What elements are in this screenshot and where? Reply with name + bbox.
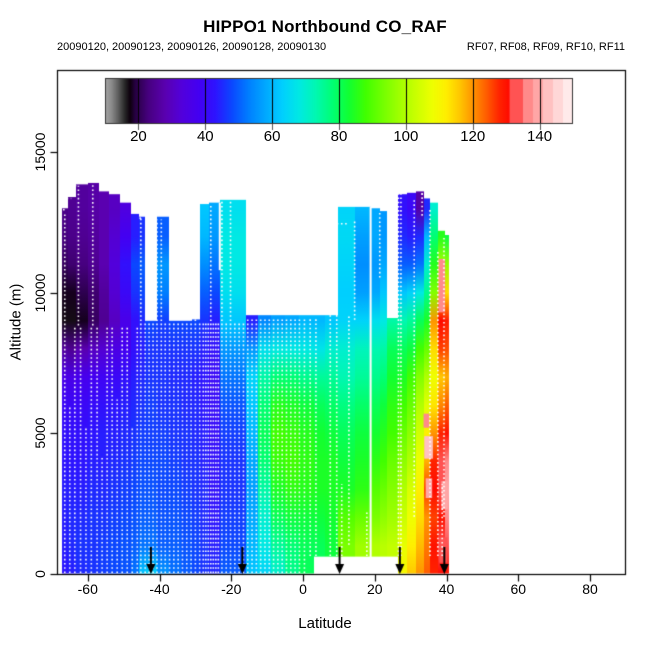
y-tick-label: 10000: [32, 273, 48, 313]
y-tick-label: 15000: [32, 132, 48, 172]
y-axis-label: Altitude (m): [7, 283, 25, 361]
x-tick-label: 20: [366, 581, 383, 597]
x-tick-label: -20: [221, 581, 242, 597]
x-tick-label: 60: [510, 581, 527, 597]
colorbar-tick-label: 40: [196, 128, 214, 145]
y-tick-label: 0: [32, 570, 48, 578]
x-tick-label: 80: [582, 581, 598, 597]
flights-subtitle: RF07, RF08, RF09, RF10, RF11: [466, 41, 625, 53]
colorbar-tick-label: 100: [393, 128, 419, 145]
x-tick-label: 0: [299, 581, 307, 597]
dates-subtitle: 20090120, 20090123, 20090126, 20090128, …: [57, 41, 327, 53]
x-tick-label: -40: [149, 581, 170, 597]
colorbar-tick-label: 120: [460, 128, 486, 145]
x-tick-label: -60: [77, 581, 98, 597]
plot-title: HIPPO1 Northbound CO_RAF: [203, 17, 447, 36]
colorbar-tick-label: 140: [527, 128, 553, 145]
x-axis-label: Latitude: [298, 615, 352, 632]
y-tick-label: 5000: [32, 417, 48, 449]
colorbar-tick-label: 60: [263, 128, 281, 145]
x-tick-label: 40: [438, 581, 455, 597]
colorbar-tick-label: 20: [130, 128, 147, 145]
colorbar-tick-label: 80: [330, 128, 348, 145]
